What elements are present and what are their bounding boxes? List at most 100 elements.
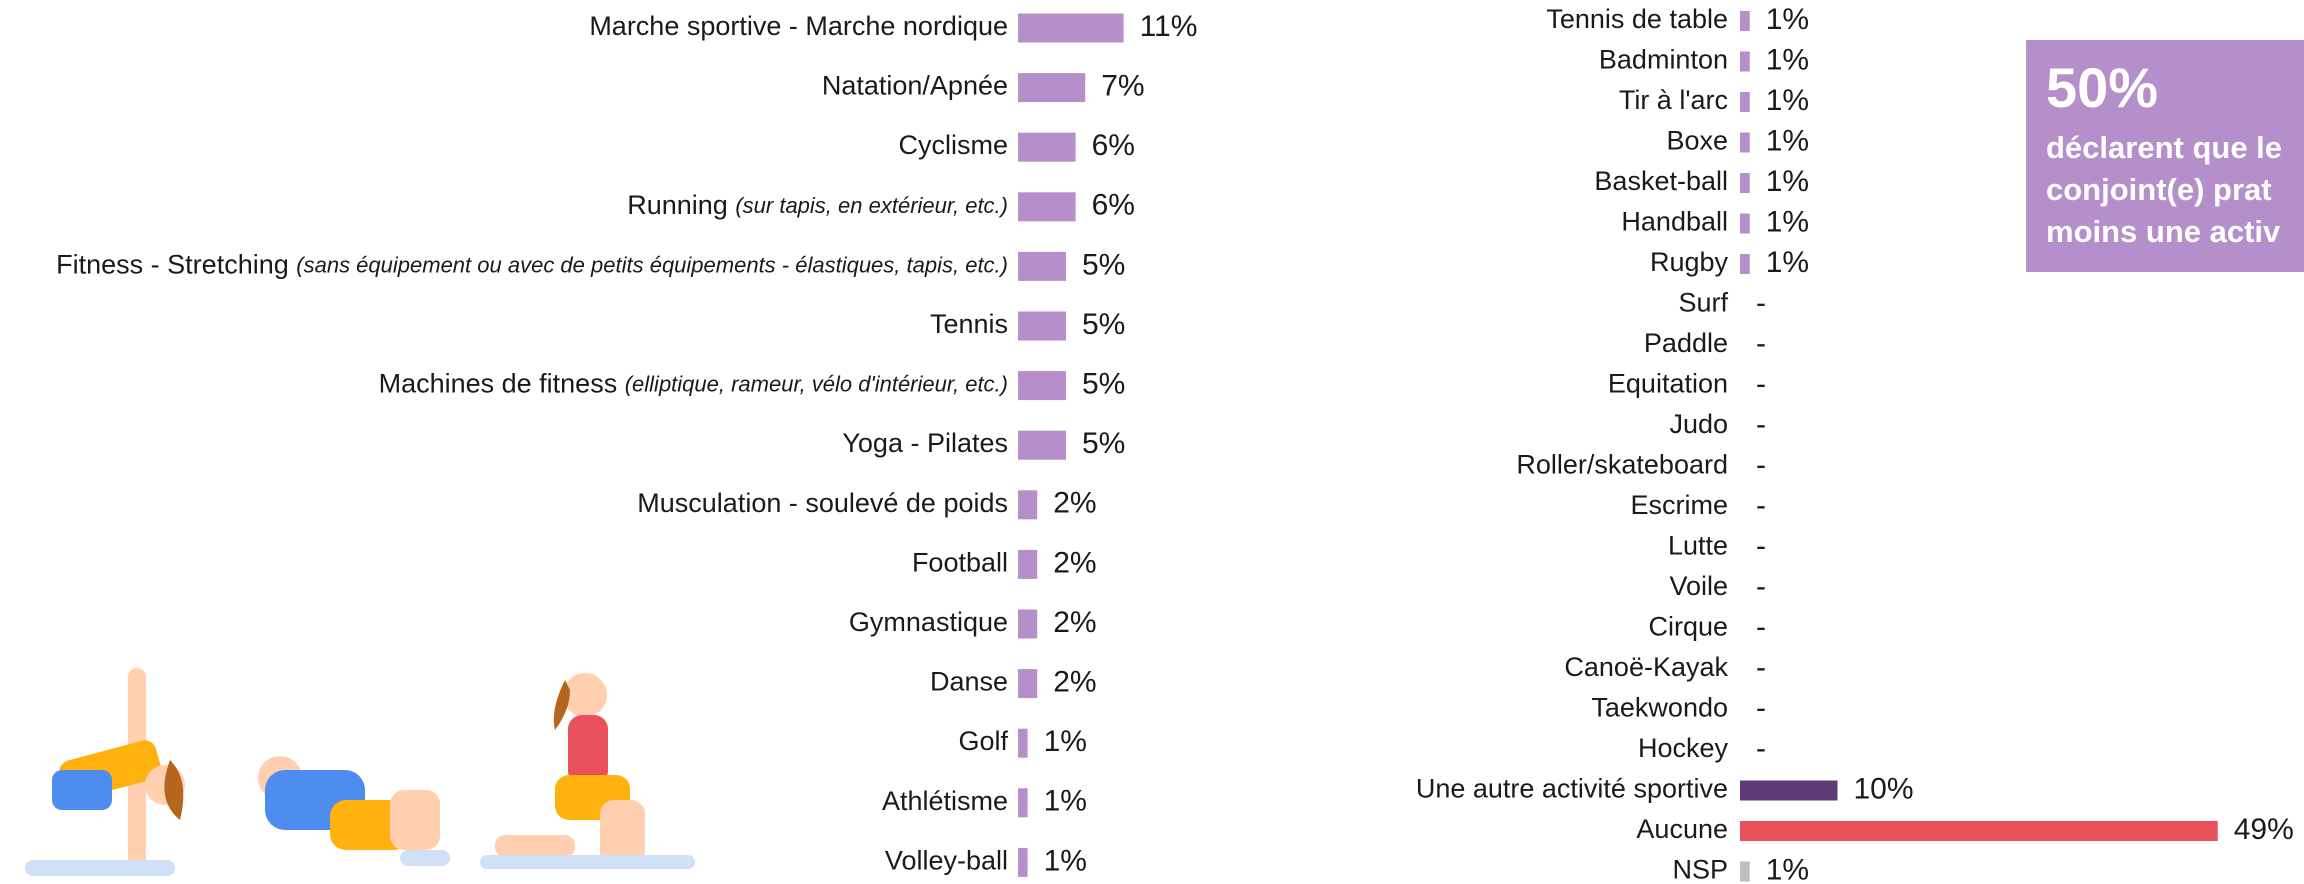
value-label: - <box>1756 651 1766 684</box>
category-label: Badminton <box>1599 45 1728 75</box>
category-text: Handball <box>1621 207 1728 237</box>
category-text: Machines de fitness <box>379 369 618 399</box>
bar <box>1018 669 1038 699</box>
category-text: Gymnastique <box>849 607 1008 637</box>
figure-floor <box>480 855 695 869</box>
value-label: 1% <box>1044 844 1087 877</box>
category-label: Paddle <box>1644 328 1728 358</box>
category-label: Golf <box>958 726 1008 756</box>
category-text: Musculation - soulevé de poids <box>637 488 1008 518</box>
bar <box>1740 11 1750 31</box>
bar <box>1740 213 1750 234</box>
bar <box>1018 549 1038 579</box>
bar <box>1740 51 1750 72</box>
value-label: - <box>1756 691 1766 724</box>
category-text: Aucune <box>1636 814 1728 844</box>
category-label: Lutte <box>1668 531 1728 561</box>
category-text: Badminton <box>1599 45 1728 75</box>
category-text: Athlétisme <box>882 786 1008 816</box>
category-label: Hockey <box>1638 733 1729 763</box>
category-label: Aucune <box>1636 814 1728 844</box>
category-text: Running <box>627 190 728 220</box>
category-label: Handball <box>1621 207 1728 237</box>
value-label: - <box>1756 448 1766 481</box>
value-label: 6% <box>1092 189 1135 222</box>
figure-feet <box>400 850 450 866</box>
value-label: 1% <box>1044 725 1087 758</box>
category-text: Paddle <box>1644 328 1728 358</box>
value-label: - <box>1756 732 1766 765</box>
category-label: Football <box>912 548 1008 578</box>
category-text: Natation/Apnée <box>822 71 1008 101</box>
value-label: 2% <box>1053 546 1096 579</box>
bar <box>1018 132 1076 162</box>
category-text: Cyclisme <box>898 130 1008 160</box>
value-label: 2% <box>1053 606 1096 639</box>
category-text: Roller/skateboard <box>1516 450 1728 480</box>
value-label: 7% <box>1101 70 1144 103</box>
bar <box>1018 788 1028 818</box>
bar <box>1018 609 1038 639</box>
category-note: (sur tapis, en extérieur, etc.) <box>735 193 1008 218</box>
category-label: Boxe <box>1666 126 1728 156</box>
value-label: 1% <box>1044 785 1087 818</box>
callout-box <box>2026 40 2304 272</box>
value-label: 5% <box>1082 368 1125 401</box>
category-label: Gymnastique <box>849 607 1008 637</box>
bar <box>1018 430 1066 460</box>
category-label: Canoë-Kayak <box>1564 652 1728 682</box>
category-label: Running (sur tapis, en extérieur, etc.) <box>627 190 1008 220</box>
category-text: Lutte <box>1668 531 1728 561</box>
category-text: NSP <box>1672 855 1728 884</box>
bar <box>1740 780 1838 801</box>
category-text: Surf <box>1678 288 1728 318</box>
category-text: Hockey <box>1638 733 1729 763</box>
value-label: - <box>1756 529 1766 562</box>
value-label: 1% <box>1766 3 1809 36</box>
value-label: 11% <box>1140 10 1198 43</box>
value-label: 49% <box>2234 813 2294 846</box>
figure-hair <box>164 760 184 820</box>
category-text: Equitation <box>1608 369 1728 399</box>
category-text: Basket-ball <box>1594 166 1728 196</box>
callout-line: moins une activ <box>2046 214 2281 249</box>
figure-legs <box>52 770 112 810</box>
bar <box>1740 132 1750 153</box>
category-label: Equitation <box>1608 369 1728 399</box>
bar <box>1740 92 1750 112</box>
value-label: 1% <box>1766 853 1809 884</box>
value-label: 5% <box>1082 248 1125 281</box>
category-text: Judo <box>1669 409 1728 439</box>
category-label: Musculation - soulevé de poids <box>637 488 1008 518</box>
category-label: Tennis de table <box>1546 4 1728 34</box>
value-label: 1% <box>1766 205 1809 238</box>
category-label: Roller/skateboard <box>1516 450 1728 480</box>
bar <box>1740 173 1750 193</box>
bar <box>1018 311 1066 341</box>
category-label: Volley-ball <box>885 846 1008 876</box>
bar <box>1018 490 1038 520</box>
category-text: Voile <box>1669 571 1728 601</box>
category-text: Une autre activité sportive <box>1416 774 1728 804</box>
value-label: 1% <box>1766 246 1809 279</box>
value-label: - <box>1756 327 1766 360</box>
bar <box>1740 254 1750 274</box>
callout-headline: 50% <box>2046 56 2158 119</box>
category-label: NSP <box>1672 855 1728 884</box>
bar <box>1018 728 1028 758</box>
category-label: Tir à l'arc <box>1619 85 1728 115</box>
category-label: Machines de fitness (elliptique, rameur,… <box>379 369 1008 399</box>
category-text: Tennis <box>930 309 1008 339</box>
category-label: Tennis <box>930 309 1008 339</box>
figure-feet <box>25 860 175 876</box>
category-label: Yoga - Pilates <box>842 428 1008 458</box>
value-label: 10% <box>1854 772 1914 805</box>
value-label: 6% <box>1092 129 1135 162</box>
figure-torso <box>568 715 608 785</box>
category-text: Boxe <box>1666 126 1728 156</box>
bar <box>1018 13 1124 43</box>
category-text: Volley-ball <box>885 846 1008 876</box>
category-label: Escrime <box>1630 490 1728 520</box>
value-label: - <box>1756 367 1766 400</box>
category-text: Taekwondo <box>1591 693 1728 723</box>
